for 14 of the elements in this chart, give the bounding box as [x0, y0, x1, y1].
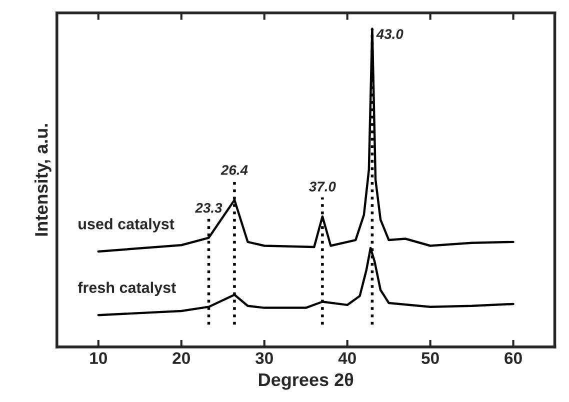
ref-line-label: 37.0 — [309, 182, 336, 192]
x-axis-title: Degrees 2θ — [259, 372, 354, 390]
x-tick-label: 20 — [172, 352, 190, 364]
x-tick-label: 60 — [504, 352, 522, 364]
series-label: used catalyst — [78, 218, 174, 232]
series-label: fresh catalyst — [78, 282, 176, 296]
x-tick-label: 50 — [422, 352, 439, 364]
ref-line-label: 23.3 — [195, 202, 222, 213]
ref-line-label: 26.4 — [220, 165, 248, 175]
x-tick-label: 10 — [90, 352, 107, 364]
ref-line-label: 43.0 — [376, 29, 404, 39]
y-axis-title: Intensity, a.u. — [34, 124, 52, 236]
x-tick-label: 40 — [338, 352, 356, 364]
x-tick-label: 30 — [255, 352, 273, 364]
